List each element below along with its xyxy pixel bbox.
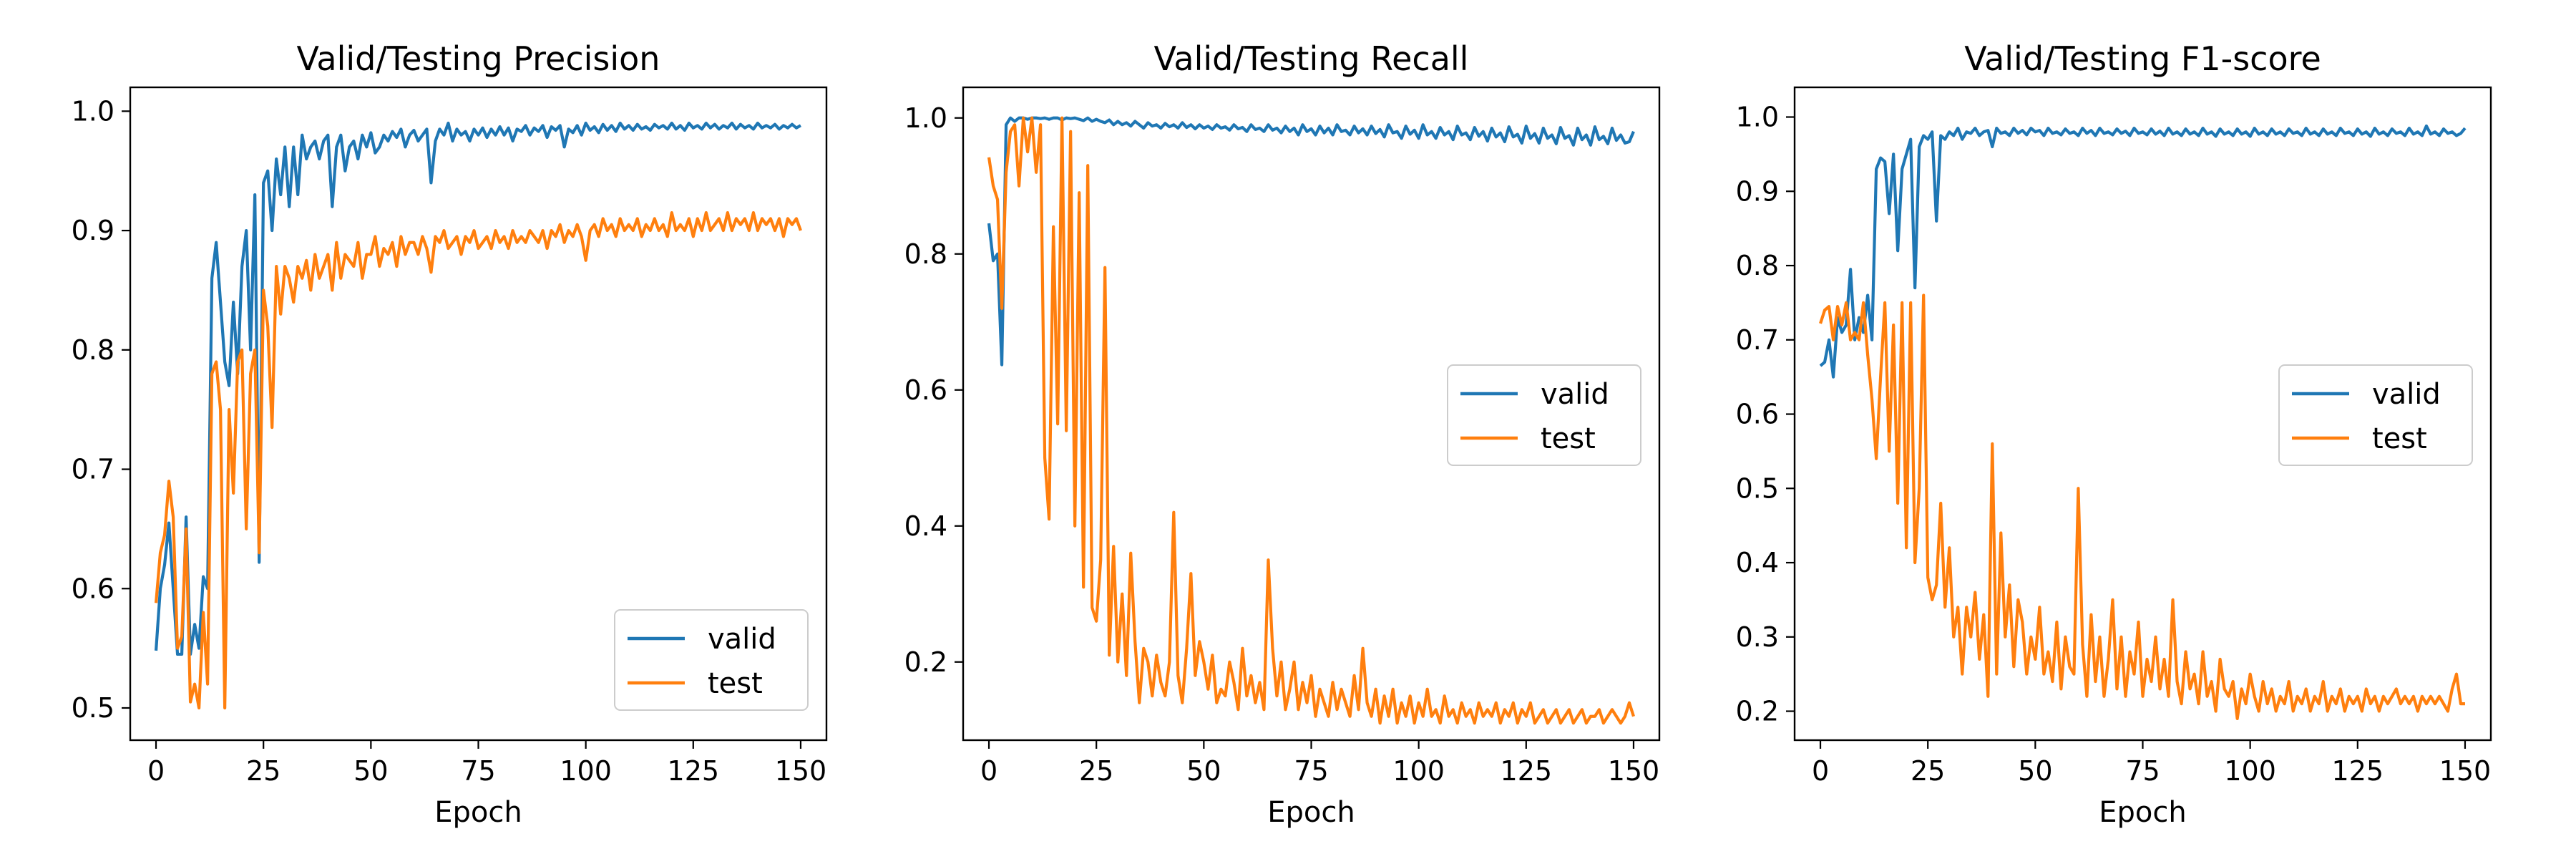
x-tick-label: 0 bbox=[147, 755, 165, 787]
series-line-test bbox=[987, 116, 1635, 725]
chart-title: Valid/Testing F1-score bbox=[1964, 39, 2321, 78]
series-line-valid bbox=[987, 116, 1635, 367]
x-axis-label: Epoch bbox=[2099, 796, 2186, 829]
x-tick-label: 50 bbox=[353, 755, 388, 787]
y-tick-label: 0.5 bbox=[72, 692, 114, 724]
series-line-valid bbox=[1819, 124, 2467, 379]
y-tick-label: 0.4 bbox=[904, 510, 947, 542]
x-tick-label: 125 bbox=[1501, 755, 1553, 787]
x-axis-label: Epoch bbox=[1267, 796, 1355, 829]
x-tick-label: 25 bbox=[246, 755, 280, 787]
x-tick-label: 150 bbox=[2439, 755, 2492, 787]
chart-panel-3: 0 25 50 75 100 125 150 0.2 0.3 0.4 0.5 0.6 0.7 0.8 0.9… bbox=[1736, 39, 2492, 829]
y-tick-label: 0.6 bbox=[1736, 399, 1779, 430]
x-tick-label: 0 bbox=[1812, 755, 1829, 787]
legend-label-test: test bbox=[2372, 422, 2427, 455]
x-tick-label: 50 bbox=[2018, 755, 2052, 787]
legend-label-test: test bbox=[708, 667, 763, 700]
y-tick-label: 0.9 bbox=[1736, 175, 1779, 207]
x-tick-label: 150 bbox=[1608, 755, 1660, 787]
y-tick-label: 0.2 bbox=[1736, 696, 1779, 727]
x-tick-label: 75 bbox=[2125, 755, 2160, 787]
x-tick-label: 75 bbox=[461, 755, 495, 787]
legend-label-valid: valid bbox=[2372, 378, 2441, 411]
y-tick-label: 1.0 bbox=[904, 102, 947, 134]
series-line-valid bbox=[154, 121, 801, 656]
chart-title: Valid/Testing Precision bbox=[297, 39, 660, 78]
y-tick-label: 1.0 bbox=[1736, 102, 1779, 133]
y-tick-label: 0.8 bbox=[1736, 250, 1779, 281]
x-tick-label: 100 bbox=[1392, 755, 1445, 787]
legend-box bbox=[614, 609, 809, 711]
legend-label-valid: valid bbox=[708, 623, 776, 656]
x-tick-label: 75 bbox=[1294, 755, 1328, 787]
x-tick-label: 100 bbox=[2224, 755, 2276, 787]
y-tick-label: 0.4 bbox=[1736, 547, 1779, 578]
y-tick-label: 0.7 bbox=[1736, 324, 1779, 356]
legend: valid test bbox=[2278, 364, 2473, 466]
chart-title: Valid/Testing Recall bbox=[1154, 39, 1469, 78]
x-tick-label: 25 bbox=[1911, 755, 1945, 787]
x-tick-label: 150 bbox=[775, 755, 827, 787]
y-tick-label: 0.2 bbox=[904, 646, 947, 678]
legend-box bbox=[1447, 364, 1641, 466]
y-tick-label: 1.0 bbox=[72, 95, 114, 127]
legend: valid test bbox=[614, 609, 809, 711]
legend: valid test bbox=[1447, 364, 1641, 466]
x-tick-label: 125 bbox=[2332, 755, 2384, 787]
y-tick-label: 0.5 bbox=[1736, 472, 1779, 504]
y-tick-label: 0.9 bbox=[72, 215, 114, 246]
x-tick-label: 100 bbox=[560, 755, 612, 787]
x-tick-label: 0 bbox=[980, 755, 997, 787]
legend-label-valid: valid bbox=[1541, 378, 1609, 411]
y-tick-label: 0.8 bbox=[904, 238, 947, 270]
x-tick-label: 125 bbox=[668, 755, 720, 787]
x-axis-label: Epoch bbox=[434, 796, 522, 829]
legend-box bbox=[2278, 364, 2473, 466]
legend-label-test: test bbox=[1541, 422, 1596, 455]
y-tick-label: 0.6 bbox=[72, 573, 114, 604]
series-line-test bbox=[154, 210, 802, 710]
x-tick-label: 25 bbox=[1079, 755, 1113, 787]
series-line-test bbox=[1819, 293, 2465, 721]
y-tick-label: 0.8 bbox=[72, 334, 114, 366]
y-tick-label: 0.6 bbox=[904, 374, 947, 406]
chart-panel-2: 0 25 50 75 100 125 150 0.2 0.4 0.6 0.8 1.0 Valid/Tes… bbox=[904, 39, 1661, 829]
x-tick-label: 50 bbox=[1186, 755, 1221, 787]
chart-panel-1: 0 25 50 75 100 125 150 0.5 0.6 0.7 0.8 0.9 1.0 Valid/… bbox=[72, 39, 828, 829]
y-tick-label: 0.3 bbox=[1736, 621, 1779, 653]
y-tick-label: 0.7 bbox=[72, 454, 114, 485]
